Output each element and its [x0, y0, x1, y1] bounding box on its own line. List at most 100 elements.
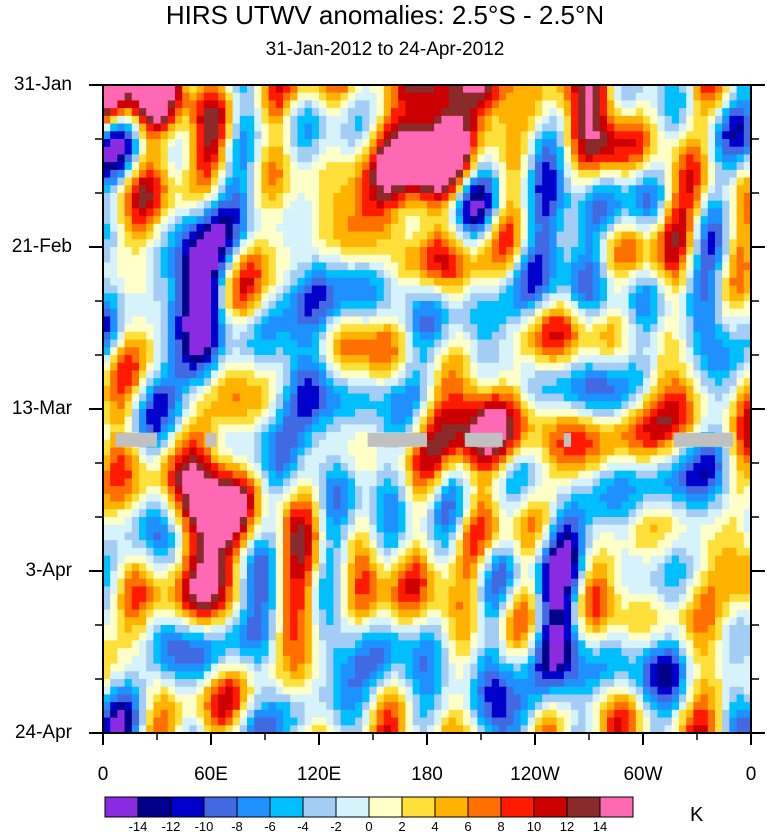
- heatmap-cell: [455, 239, 464, 248]
- heatmap-cell: [376, 331, 385, 341]
- heatmap-cell: [297, 154, 306, 163]
- heatmap-cell: [592, 478, 601, 487]
- heatmap-cell: [736, 177, 745, 186]
- heatmap-cell: [427, 308, 435, 318]
- heatmap-cell: [635, 416, 644, 426]
- heatmap-cell: [434, 355, 442, 364]
- heatmap-cell: [693, 301, 702, 310]
- heatmap-cell: [527, 432, 536, 441]
- heatmap-cell: [542, 463, 550, 472]
- heatmap-cell: [139, 301, 147, 310]
- heatmap-cell: [650, 362, 658, 372]
- heatmap-cell: [146, 301, 154, 310]
- heatmap-cell: [441, 378, 450, 387]
- heatmap-cell: [333, 301, 342, 310]
- heatmap-cell: [139, 169, 147, 179]
- heatmap-cell: [146, 347, 154, 356]
- heatmap-cell: [391, 162, 399, 171]
- heatmap-cell: [693, 401, 702, 410]
- heatmap-cell: [117, 231, 126, 240]
- heatmap-cell: [463, 262, 471, 271]
- heatmap-cell: [412, 169, 421, 179]
- heatmap-cell: [671, 355, 680, 364]
- heatmap-cell: [520, 432, 529, 441]
- heatmap-cell: [268, 293, 277, 302]
- heatmap-cell: [563, 146, 572, 156]
- heatmap-cell: [160, 85, 169, 94]
- heatmap-cell: [175, 432, 183, 441]
- heatmap-cell: [693, 239, 702, 248]
- heatmap-cell: [743, 486, 752, 495]
- heatmap-cell: [686, 200, 694, 210]
- heatmap-cell: [211, 108, 219, 117]
- heatmap-cell: [664, 455, 673, 464]
- heatmap-cell: [556, 123, 565, 132]
- heatmap-cell: [592, 470, 601, 480]
- heatmap-cell: [419, 285, 428, 294]
- heatmap-cell: [218, 463, 226, 472]
- heatmap-cell: [412, 447, 421, 456]
- heatmap-cell: [671, 463, 680, 472]
- heatmap-cell: [340, 208, 349, 217]
- heatmap-cell: [196, 486, 205, 495]
- heatmap-cell: [261, 154, 270, 163]
- heatmap-cell: [160, 162, 169, 171]
- heatmap-cell: [484, 223, 493, 233]
- heatmap-cell: [398, 347, 406, 356]
- heatmap-cell: [211, 447, 219, 456]
- heatmap-cell: [239, 347, 248, 356]
- heatmap-cell: [628, 439, 637, 449]
- heatmap-cell: [628, 301, 637, 310]
- heatmap-cell: [405, 285, 414, 294]
- heatmap-cell: [506, 493, 514, 503]
- heatmap-cell: [520, 100, 529, 109]
- heatmap-cell: [297, 331, 306, 341]
- heatmap-cell: [153, 193, 162, 202]
- heatmap-cell: [225, 347, 234, 356]
- heatmap-cell: [477, 362, 486, 372]
- heatmap-cell: [556, 254, 565, 264]
- heatmap-cell: [175, 208, 183, 217]
- heatmap-cell: [743, 193, 752, 202]
- heatmap-cell: [239, 208, 248, 217]
- heatmap-cell: [175, 385, 183, 395]
- heatmap-cell: [643, 139, 651, 148]
- heatmap-cell: [103, 331, 111, 341]
- heatmap-cell: [319, 285, 327, 294]
- heatmap-cell: [189, 347, 198, 356]
- heatmap-cell: [218, 115, 226, 125]
- heatmap-cell: [499, 92, 507, 102]
- heatmap-cell: [311, 247, 320, 256]
- heatmap-cell: [131, 447, 140, 456]
- heatmap-cell: [743, 254, 752, 264]
- heatmap-cell: [434, 416, 442, 426]
- heatmap-cell: [124, 486, 133, 495]
- heatmap-cell: [333, 355, 342, 364]
- heatmap-cell: [355, 277, 363, 287]
- heatmap-cell: [153, 393, 162, 402]
- heatmap-cell: [707, 501, 716, 510]
- heatmap-cell: [261, 108, 270, 117]
- heatmap-cell: [686, 478, 694, 487]
- heatmap-cell: [167, 463, 176, 472]
- heatmap-cell: [283, 339, 291, 348]
- heatmap-cell: [347, 378, 356, 387]
- heatmap-cell: [398, 339, 406, 348]
- heatmap-cell: [477, 123, 486, 132]
- heatmap-cell: [722, 393, 730, 402]
- heatmap-cell: [491, 331, 500, 341]
- heatmap-cell: [232, 463, 241, 472]
- heatmap-cell: [196, 200, 205, 210]
- heatmap-cell: [527, 455, 536, 464]
- heatmap-cell: [585, 470, 594, 480]
- heatmap-cell: [232, 85, 241, 94]
- heatmap-cell: [153, 409, 162, 418]
- heatmap-cell: [671, 385, 680, 395]
- heatmap-cell: [650, 301, 658, 310]
- heatmap-cell: [657, 169, 666, 179]
- heatmap-cell: [175, 85, 183, 94]
- heatmap-cell: [736, 85, 745, 94]
- heatmap-cell: [715, 355, 723, 364]
- heatmap-cell: [722, 385, 730, 395]
- heatmap-cell: [139, 501, 147, 510]
